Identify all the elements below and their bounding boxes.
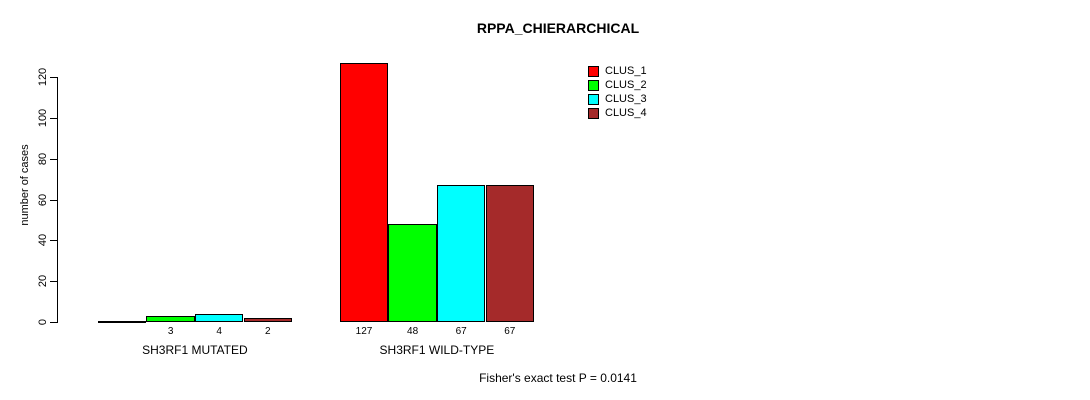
bar-count-label: 48 (407, 326, 419, 337)
y-tick-label: 40 (37, 234, 49, 247)
x-group-label: SH3RF1 WILD-TYPE (379, 343, 495, 357)
bar-count-label: 67 (455, 326, 467, 337)
legend-item-clus_2: CLUS_2 (588, 78, 647, 92)
y-axis-line (57, 77, 58, 323)
y-tick-mark (50, 77, 57, 78)
bar-count-label: 67 (504, 326, 516, 337)
legend-swatch-clus_4 (588, 107, 599, 119)
bar-count-label: 4 (216, 326, 222, 337)
y-tick-mark (50, 322, 57, 323)
legend-swatch-clus_3 (588, 93, 599, 105)
legend-item-clus_1: CLUS_1 (588, 64, 647, 78)
legend-item-clus_4: CLUS_4 (588, 106, 647, 120)
bar-clus_2 (388, 224, 437, 322)
legend-label: CLUS_1 (605, 65, 647, 77)
y-tick-mark (50, 240, 57, 242)
legend-swatch-clus_1 (588, 65, 599, 77)
y-tick-label: 0 (37, 318, 49, 326)
y-tick-label: 80 (37, 152, 49, 165)
bar-clus_1 (339, 63, 389, 322)
bar-clus_3 (436, 185, 486, 322)
y-tick-mark (50, 281, 57, 283)
bar-count-label: 127 (355, 326, 373, 337)
y-tick-mark (50, 117, 57, 119)
y-tick-label: 120 (37, 67, 49, 87)
y-axis-title: number of cases (19, 144, 31, 226)
bar-clus_1-zero (97, 321, 147, 323)
y-tick-label: 60 (37, 193, 49, 206)
y-tick-label: 100 (37, 108, 49, 128)
bar-clus_4 (485, 185, 535, 322)
y-tick-mark (50, 158, 57, 160)
x-group-label: SH3RF1 MUTATED (142, 343, 248, 357)
legend-label: CLUS_3 (605, 93, 647, 105)
bar-count-label: 3 (167, 326, 174, 337)
legend-item-clus_3: CLUS_3 (588, 92, 647, 106)
y-tick-label: 20 (37, 275, 49, 288)
bar-clus_4 (243, 318, 293, 322)
bar-clus_2 (146, 316, 195, 322)
legend: CLUS_1 CLUS_2 CLUS_3 CLUS_4 (588, 64, 647, 120)
legend-label: CLUS_2 (605, 79, 647, 91)
legend-swatch-clus_2 (588, 79, 599, 91)
legend-label: CLUS_4 (605, 107, 647, 119)
bar-clus_3 (194, 314, 244, 322)
bar-count-label: 2 (265, 326, 271, 337)
chart-title: RPPA_CHIERARCHICAL (476, 20, 640, 36)
pvalue-text: Fisher's exact test P = 0.0141 (479, 371, 637, 385)
y-tick-mark (50, 199, 57, 201)
